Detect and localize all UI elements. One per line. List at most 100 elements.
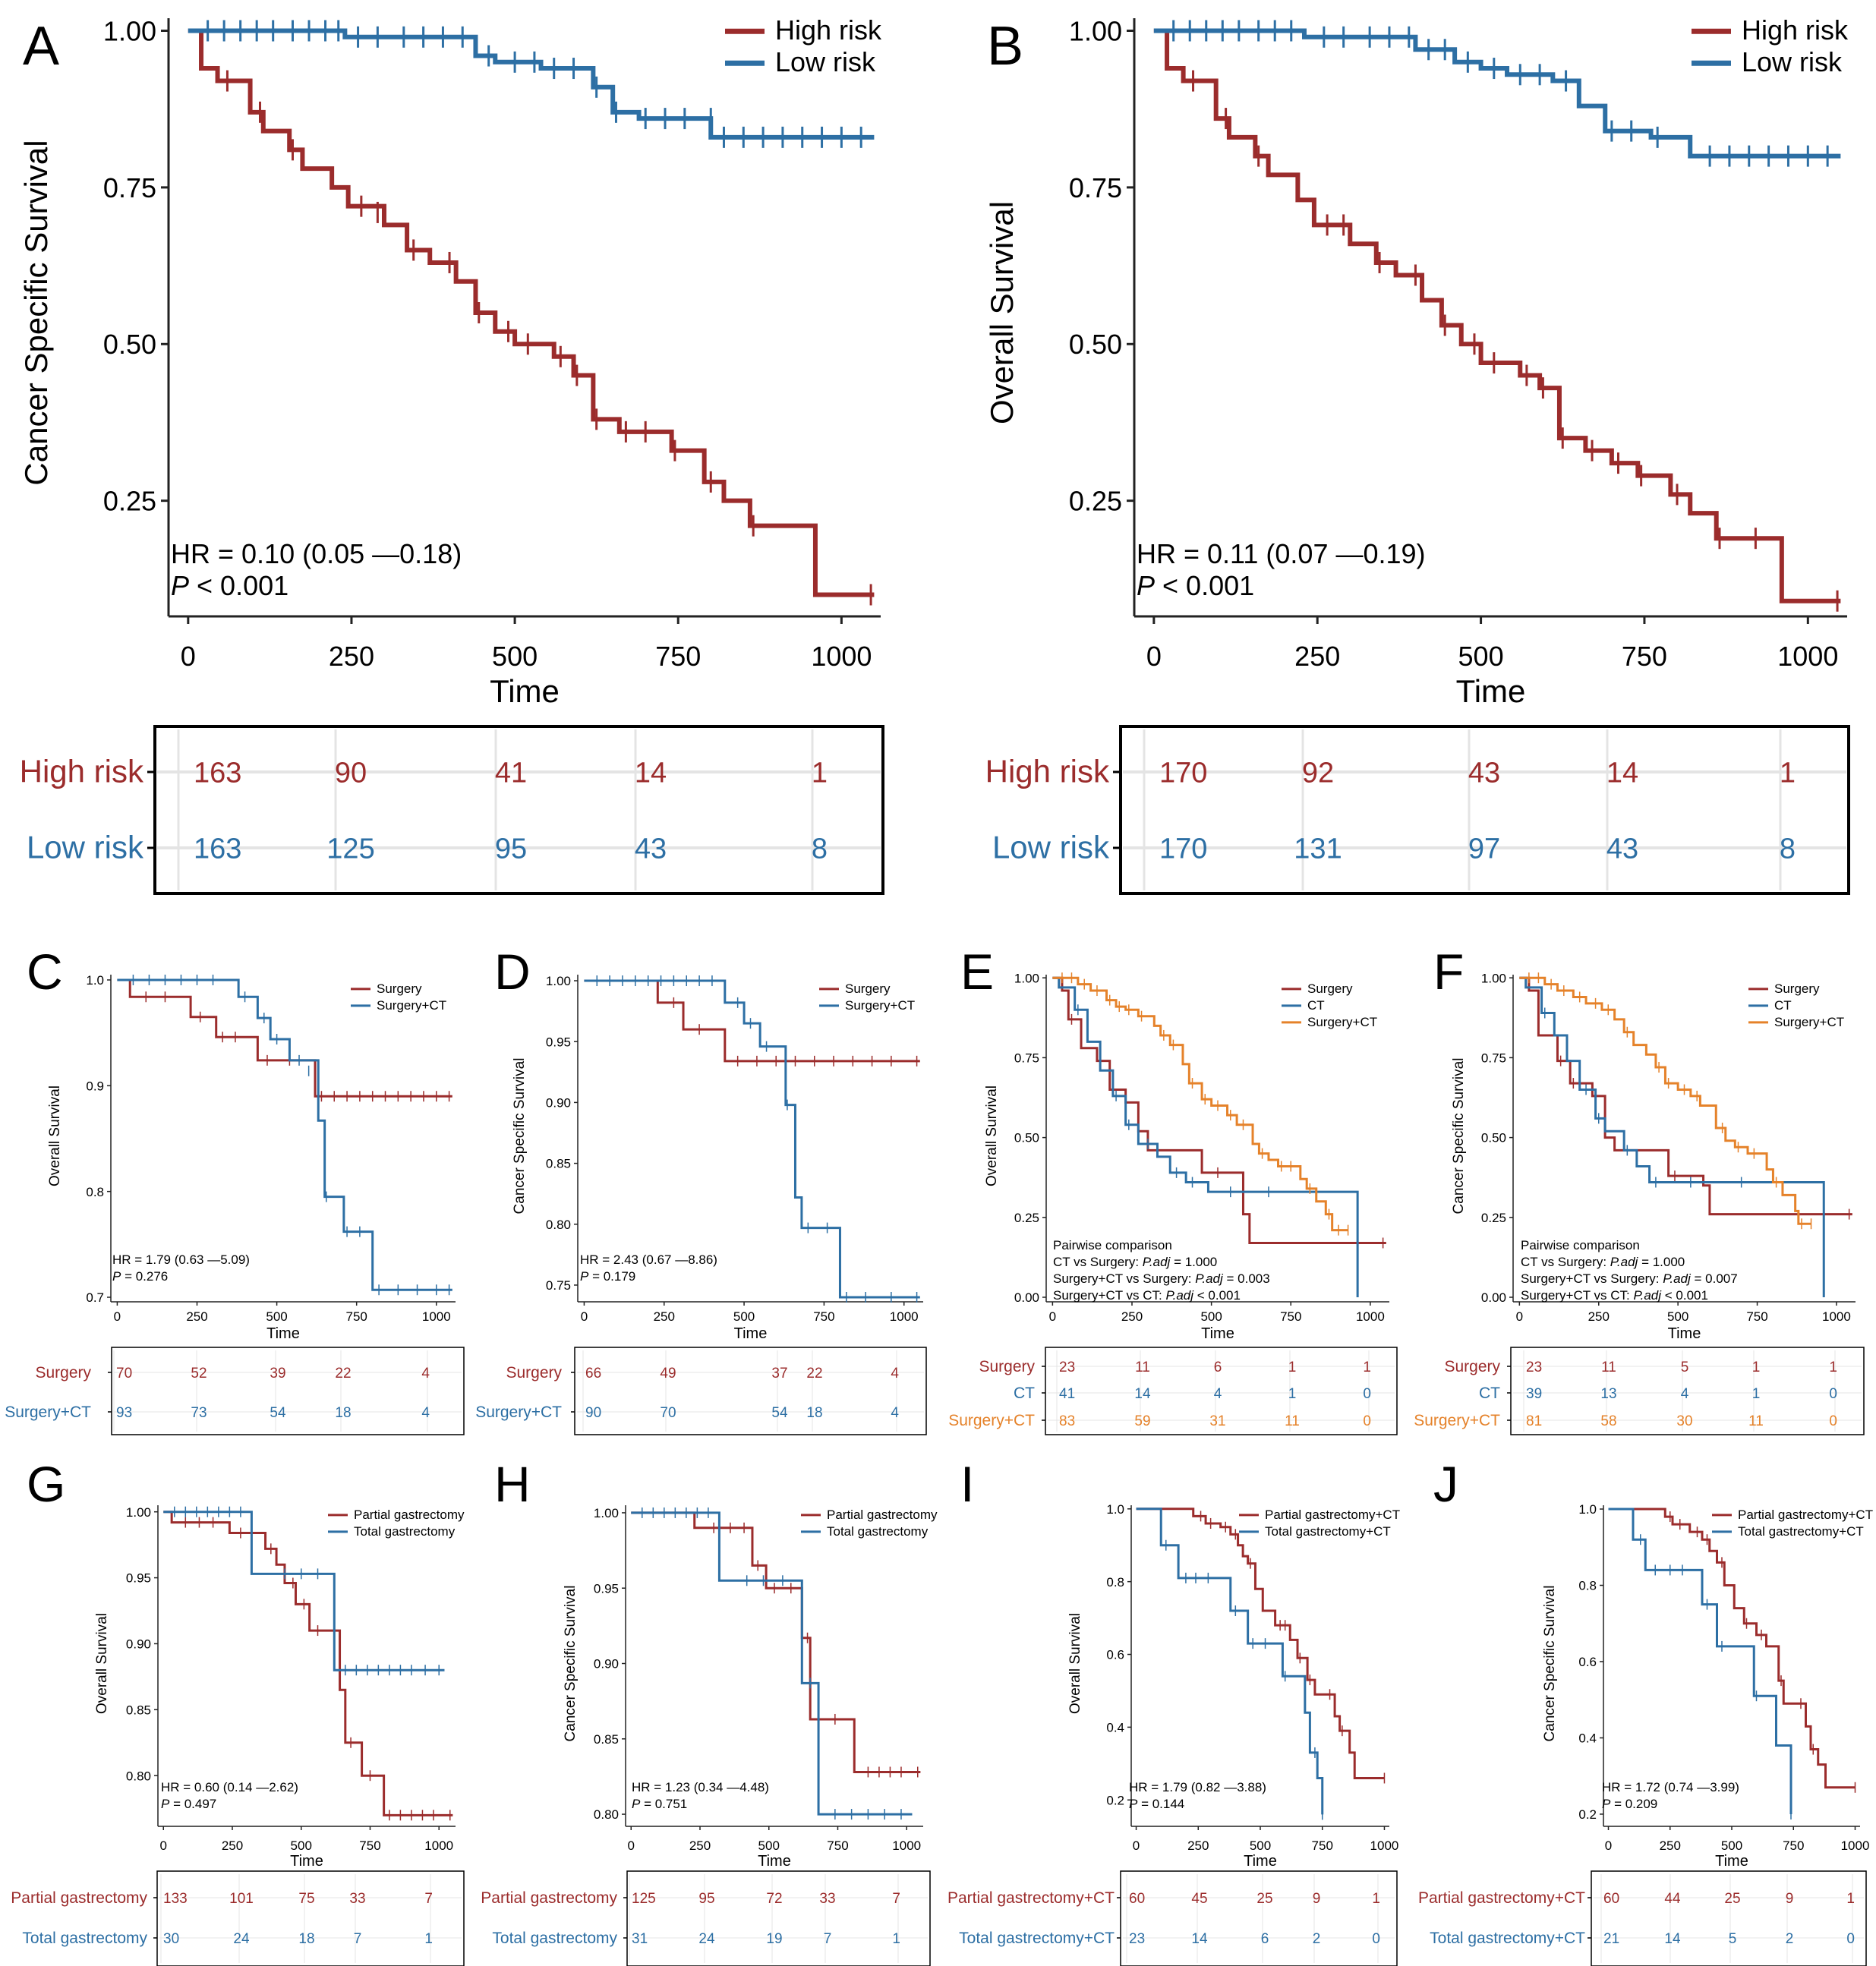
- risk-count: 133: [163, 1891, 188, 1907]
- stat-italic: P: [1602, 1797, 1611, 1811]
- legend-label: Surgery+CT: [845, 998, 915, 1013]
- risk-count: 41: [1059, 1386, 1075, 1402]
- x-axis-label: Time: [266, 1325, 300, 1342]
- x-tick-label: 500: [733, 1309, 755, 1324]
- x-tick-label: 1000: [1777, 641, 1838, 672]
- stat-line: P = 0.276: [112, 1269, 168, 1284]
- km-curve-surgery-ct: [117, 978, 452, 1291]
- y-tick-label: 0.75: [1481, 1051, 1506, 1066]
- risk-count: 24: [698, 1931, 715, 1947]
- legend-label: Total gastrectomy+CT: [1265, 1524, 1391, 1539]
- y-tick-label: 0.95: [594, 1581, 619, 1596]
- x-tick-label: 250: [1187, 1838, 1209, 1853]
- legend-label: Partial gastrectomy: [354, 1508, 465, 1522]
- km-panel-b: B 0.25 0.50 0.75 1.00 0 250 500 750 1000 Time Overa…: [984, 14, 1850, 895]
- risk-count: 7: [892, 1891, 900, 1907]
- risk-count: 0: [1372, 1931, 1380, 1947]
- risk-table-frame: [1120, 1870, 1398, 1966]
- risk-count: 49: [660, 1366, 676, 1382]
- risk-table: Partial gastrectomy 133 101 75 33 7 Total gast…: [11, 1870, 465, 1966]
- y-tick-label: 0.4: [1106, 1720, 1124, 1734]
- risk-count: 41: [495, 758, 527, 789]
- x-tick-label: 750: [827, 1838, 848, 1853]
- y-axis-label: Cancer Specific Survival: [512, 1058, 528, 1215]
- y-axis-label: Cancer Specific Survival: [18, 140, 54, 485]
- stat-line: HR = 0.60 (0.14 —2.62): [161, 1780, 298, 1794]
- y-axis-label: Cancer Specific Survival: [563, 1586, 579, 1742]
- stat-italic: P: [161, 1797, 170, 1811]
- km-curve-partial-gastrectomy-ct: [1608, 1508, 1856, 1789]
- x-axis-label: Time: [490, 673, 560, 709]
- risk-count: 4: [1214, 1386, 1222, 1402]
- km-curve-total-gastrectomy: [631, 1511, 913, 1816]
- risk-row-label: Surgery: [506, 1364, 562, 1382]
- risk-count: 19: [766, 1931, 782, 1947]
- stat-italic: P: [112, 1269, 121, 1284]
- risk-table-frame: [574, 1347, 927, 1435]
- risk-count: 1: [1363, 1360, 1371, 1375]
- y-tick-label: 0.50: [1069, 329, 1122, 360]
- km-curve-total-gastrectomy-ct: [1136, 1508, 1324, 1815]
- y-tick-label: 1.00: [1014, 971, 1039, 985]
- stat-line: HR = 0.10 (0.05 —0.18): [171, 538, 462, 569]
- y-tick-label: 0.80: [594, 1807, 619, 1822]
- risk-count: 0: [1363, 1386, 1371, 1402]
- x-tick-label: 0: [181, 641, 196, 672]
- risk-count: 24: [233, 1931, 250, 1947]
- risk-count: 59: [1134, 1413, 1150, 1429]
- stat-italic: P: [1129, 1797, 1138, 1811]
- risk-count: 23: [1526, 1360, 1542, 1375]
- y-tick-label: 0.90: [594, 1657, 619, 1671]
- x-tick-label: 750: [1746, 1309, 1767, 1324]
- legend-label: Surgery: [1774, 981, 1820, 996]
- x-tick-label: 750: [1312, 1838, 1333, 1853]
- risk-count: 2: [1786, 1931, 1794, 1947]
- risk-count: 1: [424, 1931, 433, 1947]
- y-tick-label: 0.80: [126, 1769, 151, 1783]
- y-tick-label: 0.00: [1481, 1290, 1506, 1305]
- risk-count: 4: [421, 1366, 430, 1382]
- risk-row-label: Total gastrectomy+CT: [959, 1930, 1115, 1947]
- risk-count: 163: [194, 758, 241, 789]
- risk-count: 81: [1526, 1413, 1542, 1429]
- y-tick-label: 0.25: [1069, 486, 1122, 517]
- km-curve-ct: [1519, 976, 1825, 1297]
- risk-count: 1: [1288, 1360, 1297, 1375]
- stat-line: P < 0.001: [171, 570, 288, 601]
- stat-italic: P: [580, 1269, 589, 1284]
- x-tick-label: 0: [1146, 641, 1162, 672]
- risk-count: 4: [891, 1405, 899, 1421]
- risk-count: 60: [1603, 1891, 1619, 1907]
- stat-text: HR = 0.60 (0.14 —2.62): [161, 1780, 298, 1794]
- km-curve-surgery-ct: [584, 979, 920, 1299]
- x-axis-label: Time: [1456, 673, 1526, 709]
- panel-label: G: [27, 1456, 65, 1512]
- km-panel-c: C 0.7 0.8 0.9 1.0 0 250 500 750 1000 Time Overall S…: [5, 944, 465, 1435]
- x-tick-label: 500: [492, 641, 538, 672]
- stat-italic: P.adj: [1195, 1271, 1224, 1286]
- y-tick-label: 0.50: [103, 329, 156, 360]
- risk-row-label: High risk: [20, 754, 144, 789]
- x-tick-label: 0: [1133, 1838, 1140, 1853]
- legend-label: Total gastrectomy+CT: [1738, 1524, 1864, 1539]
- risk-row-label: Surgery: [1444, 1358, 1500, 1375]
- stat-line: P = 0.751: [632, 1797, 687, 1811]
- y-tick-label: 0.00: [1014, 1290, 1039, 1305]
- risk-table-frame: [626, 1870, 931, 1966]
- legend-label: Surgery+CT: [1307, 1015, 1377, 1029]
- legend-label: Total gastrectomy: [827, 1524, 929, 1539]
- risk-table: Partial gastrectomy 125 95 72 33 7 Total gastr…: [481, 1870, 931, 1966]
- stat-text: < 0.001: [1661, 1288, 1708, 1303]
- x-tick-label: 250: [1294, 641, 1340, 672]
- stat-italic: P.adj: [1165, 1288, 1194, 1303]
- risk-count: 95: [698, 1891, 714, 1907]
- risk-count: 72: [766, 1891, 782, 1907]
- y-tick-label: 1.0: [86, 973, 104, 988]
- risk-count: 97: [1468, 833, 1500, 865]
- risk-count: 8: [1780, 833, 1796, 865]
- y-tick-label: 0.95: [546, 1035, 571, 1049]
- y-tick-label: 0.75: [546, 1278, 571, 1293]
- y-tick-label: 0.75: [1014, 1051, 1039, 1066]
- risk-count: 39: [1526, 1386, 1542, 1402]
